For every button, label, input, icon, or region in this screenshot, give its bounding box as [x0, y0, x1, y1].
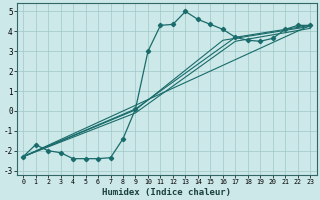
X-axis label: Humidex (Indice chaleur): Humidex (Indice chaleur): [102, 188, 231, 197]
